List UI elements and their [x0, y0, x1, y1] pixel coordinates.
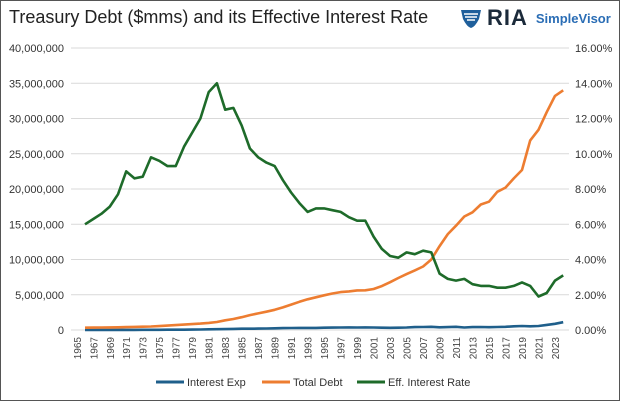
x-axis-tick-label: 1971 — [122, 337, 133, 360]
x-axis-tick-label: 1967 — [89, 337, 100, 360]
logo-product: SimpleVisor — [535, 10, 611, 26]
legend-label: Interest Exp — [187, 377, 246, 389]
right-axis-tick-label: 12.00% — [575, 114, 613, 126]
x-axis-tick-label: 1989 — [271, 337, 282, 360]
left-axis-tick-label: 5,000,000 — [15, 290, 64, 302]
x-axis-tick-label: 1979 — [188, 337, 199, 360]
eagle-shield-icon — [461, 10, 481, 28]
x-axis-tick-label: 2011 — [452, 337, 463, 359]
chart-title: Treasury Debt ($mms) and its Effective I… — [9, 7, 429, 27]
left-axis-tick-label: 0 — [58, 325, 64, 337]
right-axis-tick-label: 14.00% — [575, 78, 613, 90]
x-axis-tick-label: 2003 — [386, 337, 397, 360]
series-line-interest-exp — [85, 320, 564, 332]
left-axis-tick-label: 10,000,000 — [9, 255, 64, 267]
x-axis-tick-label: 1977 — [172, 337, 183, 360]
x-axis-tick-label: 1991 — [287, 337, 298, 360]
x-axis-tick-label: 2021 — [534, 337, 545, 360]
x-axis-tick-label: 2009 — [436, 337, 447, 360]
series-line-total-debt — [84, 89, 564, 329]
x-axis-tick-label: 2023 — [551, 337, 562, 360]
x-axis-tick-label: 1983 — [221, 337, 232, 360]
legend-label: Eff. Interest Rate — [388, 377, 470, 389]
x-axis-tick-label: 2019 — [518, 337, 529, 360]
right-axis-tick-label: 4.00% — [575, 255, 606, 267]
left-axis-tick-label: 20,000,000 — [9, 184, 64, 196]
right-axis-tick-label: 16.00% — [575, 43, 613, 55]
left-axis-tick-label: 15,000,000 — [9, 219, 64, 231]
x-axis-tick-label: 1999 — [353, 337, 364, 360]
x-axis-tick-label: 1975 — [155, 337, 166, 360]
x-axis-tick-label: 1965 — [73, 337, 84, 360]
x-axis-tick-label: 2001 — [370, 337, 381, 360]
ria-logo: RIA SimpleVisor — [459, 5, 611, 31]
x-axis-tick-label: 2015 — [485, 337, 496, 360]
x-axis-tick-label: 1973 — [139, 337, 150, 360]
x-axis-tick-label: 1993 — [304, 337, 315, 360]
right-axis-tick-label: 8.00% — [575, 184, 606, 196]
series-line-eff-interest-rate — [84, 82, 564, 298]
x-axis-tick-label: 2005 — [403, 337, 414, 360]
left-axis-tick-label: 25,000,000 — [9, 149, 64, 161]
x-axis-tick-label: 1985 — [238, 337, 249, 360]
x-axis-tick-label: 1981 — [205, 337, 216, 360]
right-axis-tick-label: 6.00% — [575, 219, 606, 231]
right-axis-tick-label: 2.00% — [575, 290, 606, 302]
x-axis-tick-label: 2013 — [469, 337, 480, 360]
x-axis-tick-label: 2017 — [502, 337, 513, 360]
x-axis-tick-label: 2007 — [419, 337, 430, 360]
x-axis-tick-label: 1987 — [254, 337, 265, 360]
left-axis-tick-label: 40,000,000 — [9, 43, 64, 55]
x-axis-tick-label: 1995 — [320, 337, 331, 360]
x-axis-tick-label: 1969 — [106, 337, 117, 360]
right-axis-tick-label: 10.00% — [575, 149, 613, 161]
left-axis-tick-label: 30,000,000 — [9, 114, 64, 126]
left-axis-tick-label: 35,000,000 — [9, 78, 64, 90]
legend-label: Total Debt — [293, 377, 343, 389]
right-axis-tick-label: 0.00% — [575, 325, 606, 337]
logo-brand: RIA — [487, 5, 528, 30]
x-axis-tick-label: 1997 — [337, 337, 348, 360]
